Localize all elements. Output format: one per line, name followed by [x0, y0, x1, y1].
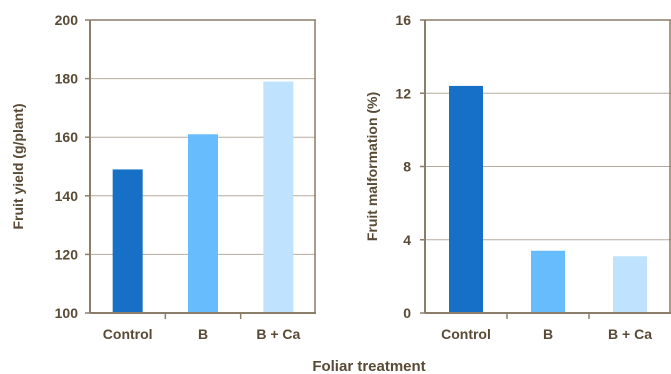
y-axis-label: Fruit malformation (%) — [364, 92, 380, 241]
category-label: B + Ca — [256, 326, 300, 342]
y-tick-label: 100 — [55, 305, 79, 321]
y-tick-label: 180 — [55, 71, 79, 87]
y-tick-label: 120 — [55, 246, 79, 262]
bar-b — [188, 134, 218, 313]
y-tick-label: 140 — [55, 188, 79, 204]
fruit-malformation-chart: 0 4 8 12 16 Control B B + Ca Fruit malformation … — [364, 12, 671, 342]
y-axis-label: Fruit yield (g/plant) — [10, 104, 26, 230]
bar-b-ca — [263, 81, 294, 313]
category-label: B + Ca — [608, 326, 652, 342]
bar-control — [449, 85, 483, 313]
y-tick-label: 8 — [403, 159, 411, 175]
bar-b — [531, 250, 565, 313]
bar-control — [112, 169, 143, 313]
category-label: Control — [103, 326, 153, 342]
x-axis-label: Foliar treatment — [312, 358, 425, 374]
y-tick-label: 0 — [403, 305, 411, 321]
y-tick-label: 4 — [403, 232, 411, 248]
category-label: B — [543, 326, 553, 342]
fruit-yield-chart: 100 120 140 160 180 200 Control B B + Ca Fruit yi… — [10, 12, 316, 342]
bar-b-ca — [613, 256, 647, 313]
y-tick-label: 16 — [395, 12, 411, 28]
category-label: B — [198, 326, 208, 342]
y-tick-label: 12 — [395, 85, 411, 101]
y-tick-label: 200 — [55, 12, 79, 28]
category-label: Control — [441, 326, 491, 342]
y-tick-label: 160 — [55, 129, 79, 145]
